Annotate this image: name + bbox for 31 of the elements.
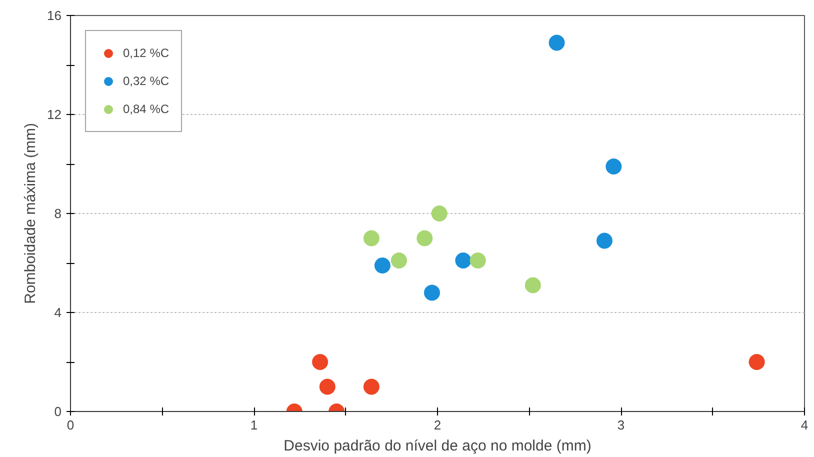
y-tick-label: 0 xyxy=(54,404,62,419)
y-tick-label: 8 xyxy=(54,206,62,221)
y-tick-label: 16 xyxy=(47,8,62,23)
point xyxy=(596,232,612,249)
point xyxy=(606,158,622,174)
point xyxy=(424,284,440,301)
point xyxy=(548,34,565,51)
point xyxy=(524,277,541,294)
x-tick-label: 2 xyxy=(434,418,442,432)
point xyxy=(363,230,380,246)
point xyxy=(455,252,472,269)
legend-label: 0,32 %C xyxy=(123,74,170,88)
point xyxy=(363,378,380,395)
legend-label: 0,84 %C xyxy=(123,102,170,116)
x-tick-label: 3 xyxy=(617,418,625,432)
point xyxy=(374,257,390,274)
point xyxy=(312,354,328,370)
x-tick-label: 0 xyxy=(66,418,74,432)
x-axis-title: Desvio padrão do nível de aço no molde (mm) xyxy=(284,438,592,454)
point xyxy=(470,252,486,269)
point xyxy=(416,230,433,246)
point xyxy=(748,354,765,370)
point xyxy=(431,206,448,222)
point xyxy=(390,252,407,269)
y-tick-label: 4 xyxy=(54,305,62,320)
legend-label: 0,12 %C xyxy=(123,46,170,60)
x-tick-label: 1 xyxy=(250,418,258,432)
point xyxy=(319,378,336,395)
y-tick-label: 12 xyxy=(47,107,62,122)
y-axis-title: Romboidade máxima (mm) xyxy=(22,123,40,304)
x-tick-label: 4 xyxy=(800,418,808,432)
